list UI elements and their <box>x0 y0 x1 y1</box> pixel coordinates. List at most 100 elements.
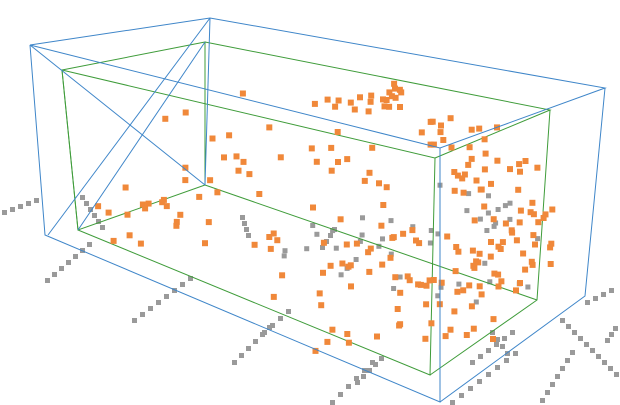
point <box>460 189 467 196</box>
point <box>96 219 101 224</box>
point <box>387 254 394 261</box>
point <box>454 172 461 179</box>
point <box>396 86 403 93</box>
point <box>156 300 161 305</box>
point <box>388 93 395 100</box>
point <box>509 229 516 236</box>
point <box>470 325 477 332</box>
point <box>488 239 494 245</box>
box-edge <box>47 17 211 236</box>
point <box>242 221 247 226</box>
point <box>590 348 595 353</box>
point <box>435 293 441 299</box>
point <box>310 204 316 211</box>
point <box>324 338 331 345</box>
point <box>344 156 351 163</box>
point <box>609 288 614 293</box>
point <box>614 372 619 377</box>
point <box>281 253 287 259</box>
point <box>495 337 500 342</box>
point <box>413 237 419 244</box>
point <box>502 220 509 227</box>
point <box>182 164 189 171</box>
point <box>516 161 523 168</box>
point <box>415 281 422 288</box>
point <box>484 228 490 233</box>
point <box>585 300 590 305</box>
point <box>570 350 575 355</box>
point <box>548 240 555 247</box>
point <box>87 242 92 247</box>
point <box>316 290 323 297</box>
point <box>505 351 510 356</box>
point <box>18 204 23 209</box>
point <box>547 244 554 251</box>
point <box>386 103 393 110</box>
point <box>244 227 249 232</box>
point <box>530 232 537 239</box>
point <box>493 220 499 226</box>
point <box>613 326 618 331</box>
point <box>239 90 246 97</box>
point <box>416 240 423 247</box>
point <box>476 283 483 290</box>
point <box>422 335 429 342</box>
point <box>486 193 491 199</box>
point <box>463 332 470 338</box>
point <box>357 94 363 101</box>
point <box>447 326 454 333</box>
point <box>202 240 208 247</box>
point <box>88 207 93 212</box>
point <box>256 191 263 197</box>
point <box>444 233 451 240</box>
point <box>452 268 459 275</box>
point <box>163 203 170 210</box>
point <box>451 308 458 315</box>
point <box>494 157 501 164</box>
point <box>547 261 554 267</box>
point <box>516 219 523 226</box>
point <box>367 98 374 105</box>
point <box>540 398 545 403</box>
point <box>471 217 478 224</box>
point <box>196 193 203 200</box>
point <box>277 154 284 161</box>
point <box>392 85 398 92</box>
point <box>572 330 577 335</box>
point <box>400 230 407 237</box>
point <box>487 279 493 285</box>
point <box>45 278 50 283</box>
point <box>370 360 375 365</box>
point <box>481 203 488 210</box>
point <box>473 258 480 265</box>
point <box>105 209 112 216</box>
point <box>469 247 476 254</box>
point <box>355 380 360 385</box>
point <box>353 257 359 262</box>
orange-points <box>95 80 556 354</box>
inner-box <box>61 41 552 376</box>
point <box>473 299 479 305</box>
point <box>459 175 466 182</box>
point <box>464 208 470 214</box>
point <box>471 264 478 271</box>
point <box>427 141 434 148</box>
point <box>410 224 416 230</box>
point <box>232 360 237 365</box>
point <box>466 144 473 151</box>
point <box>481 166 488 173</box>
point <box>513 237 520 244</box>
point <box>80 195 85 200</box>
point <box>172 288 177 293</box>
point <box>437 129 444 136</box>
point <box>438 122 444 129</box>
point <box>139 201 146 208</box>
point <box>214 189 221 196</box>
point <box>314 231 320 237</box>
point <box>330 400 335 405</box>
point <box>324 96 331 103</box>
point <box>173 218 180 225</box>
point <box>482 150 489 157</box>
point <box>145 200 152 207</box>
